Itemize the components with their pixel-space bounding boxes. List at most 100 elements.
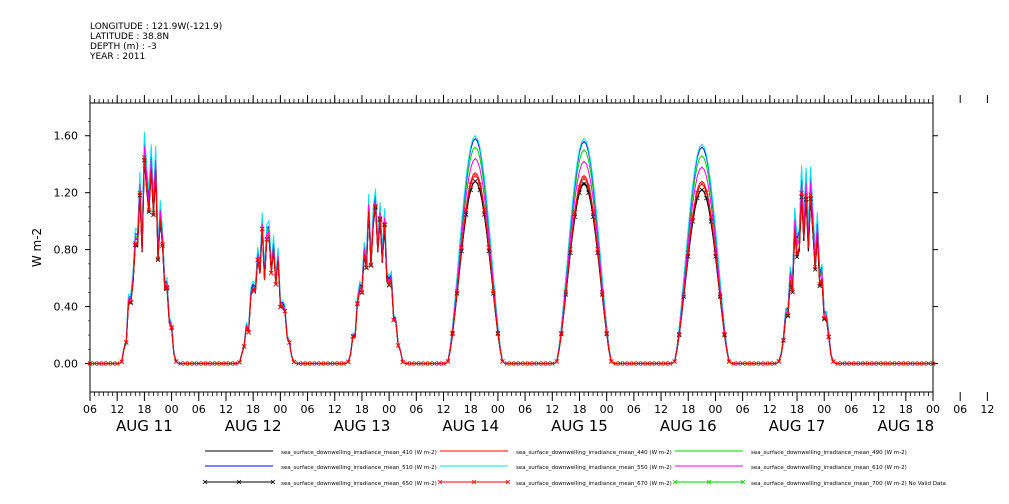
series-marker-670: [223, 361, 229, 366]
x-tick-label: 18: [790, 403, 804, 416]
x-tick-label: 18: [899, 403, 913, 416]
series-marker-670: [781, 337, 786, 343]
x-tick-label: 06: [518, 403, 532, 416]
series-marker-670: [92, 361, 97, 366]
series-marker-670: [400, 359, 406, 365]
legend-label-440: sea_surface_downwelling_irradiance_mean_…: [516, 450, 672, 456]
series-marker-670: [359, 289, 365, 295]
series-marker-670: [636, 361, 641, 366]
series-marker-670: [862, 361, 868, 366]
legend-marker-700: [672, 479, 678, 485]
series-marker-670: [622, 361, 628, 366]
series-marker-670: [327, 361, 333, 366]
series-marker-670: [205, 361, 211, 366]
series-marker-670: [418, 361, 424, 366]
series-marker-670: [849, 361, 854, 366]
series-marker-670: [201, 361, 206, 366]
series-marker-670: [704, 190, 709, 195]
series-marker-670: [404, 361, 410, 366]
x-tick-label: 12: [980, 403, 994, 416]
series-marker-670: [889, 361, 895, 366]
x-tick-label: 12: [654, 403, 668, 416]
series-marker-670: [699, 181, 705, 187]
series-marker-670: [210, 361, 215, 366]
series-marker-670: [463, 207, 469, 213]
series-marker-650: [590, 214, 596, 220]
series-marker-670: [133, 241, 138, 246]
series-marker-670: [323, 361, 328, 366]
x-tick-label: 06: [301, 403, 315, 416]
x-tick-label: 00: [165, 403, 179, 416]
series-marker-670: [119, 359, 125, 364]
series-marker-670: [160, 241, 165, 247]
legend-marker-670: [505, 479, 511, 485]
series-marker-670: [382, 221, 387, 227]
series-marker-670: [232, 361, 238, 366]
series-marker-670: [436, 361, 442, 366]
series-marker-670: [577, 184, 582, 190]
x-tick-label: 06: [409, 403, 423, 416]
x-tick-label: 00: [273, 403, 287, 416]
series-marker-670: [241, 344, 247, 349]
latitude-label: LATITUDE : 38.8N: [90, 32, 170, 42]
series-marker-670: [427, 361, 433, 366]
series-marker-670: [500, 359, 505, 364]
series-marker-670: [341, 361, 347, 366]
series-marker-670: [527, 361, 532, 366]
x-day-label: AUG 12: [225, 417, 282, 435]
x-tick-label: 00: [817, 403, 831, 416]
series-marker-670: [128, 299, 134, 305]
legend-label-670: sea_surface_downwelling_irradiance_mean_…: [516, 481, 672, 487]
series-marker-670: [146, 207, 152, 212]
series-marker-670: [373, 203, 378, 209]
series-marker-670: [491, 288, 496, 294]
x-tick-label: 06: [192, 403, 206, 416]
series-marker-670: [545, 361, 551, 366]
series-marker-670: [794, 251, 800, 257]
series-marker-670: [459, 245, 464, 250]
series-marker-670: [450, 330, 455, 336]
series-marker-670: [853, 361, 859, 366]
series-marker-670: [613, 361, 619, 366]
series-marker-670: [214, 361, 220, 366]
series-marker-670: [395, 343, 401, 348]
series-marker-670: [142, 155, 147, 160]
legend-label-490: sea_surface_downwelling_irradiance_mean_…: [751, 450, 907, 456]
x-tick-label: 06: [627, 403, 641, 416]
series-marker-670: [105, 361, 111, 366]
series-marker-670: [518, 361, 523, 366]
series-marker-670: [708, 214, 714, 220]
series-marker-670: [441, 361, 446, 366]
series-marker-670: [531, 361, 537, 366]
series-marker-670: [790, 288, 795, 293]
legend-label-650: sea_surface_downwelling_irradiance_mean_…: [281, 481, 437, 487]
series-marker-670: [763, 361, 768, 366]
series-marker-670: [921, 361, 927, 366]
series-marker-650: [364, 265, 369, 271]
series-marker-670: [101, 361, 106, 366]
x-tick-label: 12: [545, 403, 559, 416]
series-marker-670: [364, 264, 369, 270]
series-marker-670: [581, 176, 587, 181]
series-marker-670: [713, 250, 718, 256]
x-day-label: AUG 17: [769, 417, 826, 435]
series-marker-650: [472, 179, 478, 184]
series-marker-670: [681, 292, 687, 297]
series-marker-670: [676, 331, 682, 337]
series-marker-670: [237, 360, 242, 365]
plot-frame: [89, 99, 934, 396]
x-tick-label: 18: [572, 403, 586, 416]
series-marker-670: [187, 361, 192, 366]
x-tick-label: 06: [953, 403, 967, 416]
series-marker-670: [604, 330, 609, 336]
series-marker-670: [282, 308, 288, 314]
series-marker-670: [368, 262, 374, 267]
series-marker-670: [568, 247, 573, 252]
series-marker-670: [695, 190, 700, 195]
series-layer: [87, 131, 936, 366]
y-tick-label: 0.80: [54, 244, 79, 257]
series-marker-670: [799, 190, 804, 196]
series-marker-650: [368, 263, 374, 268]
series-marker-670: [572, 209, 578, 215]
